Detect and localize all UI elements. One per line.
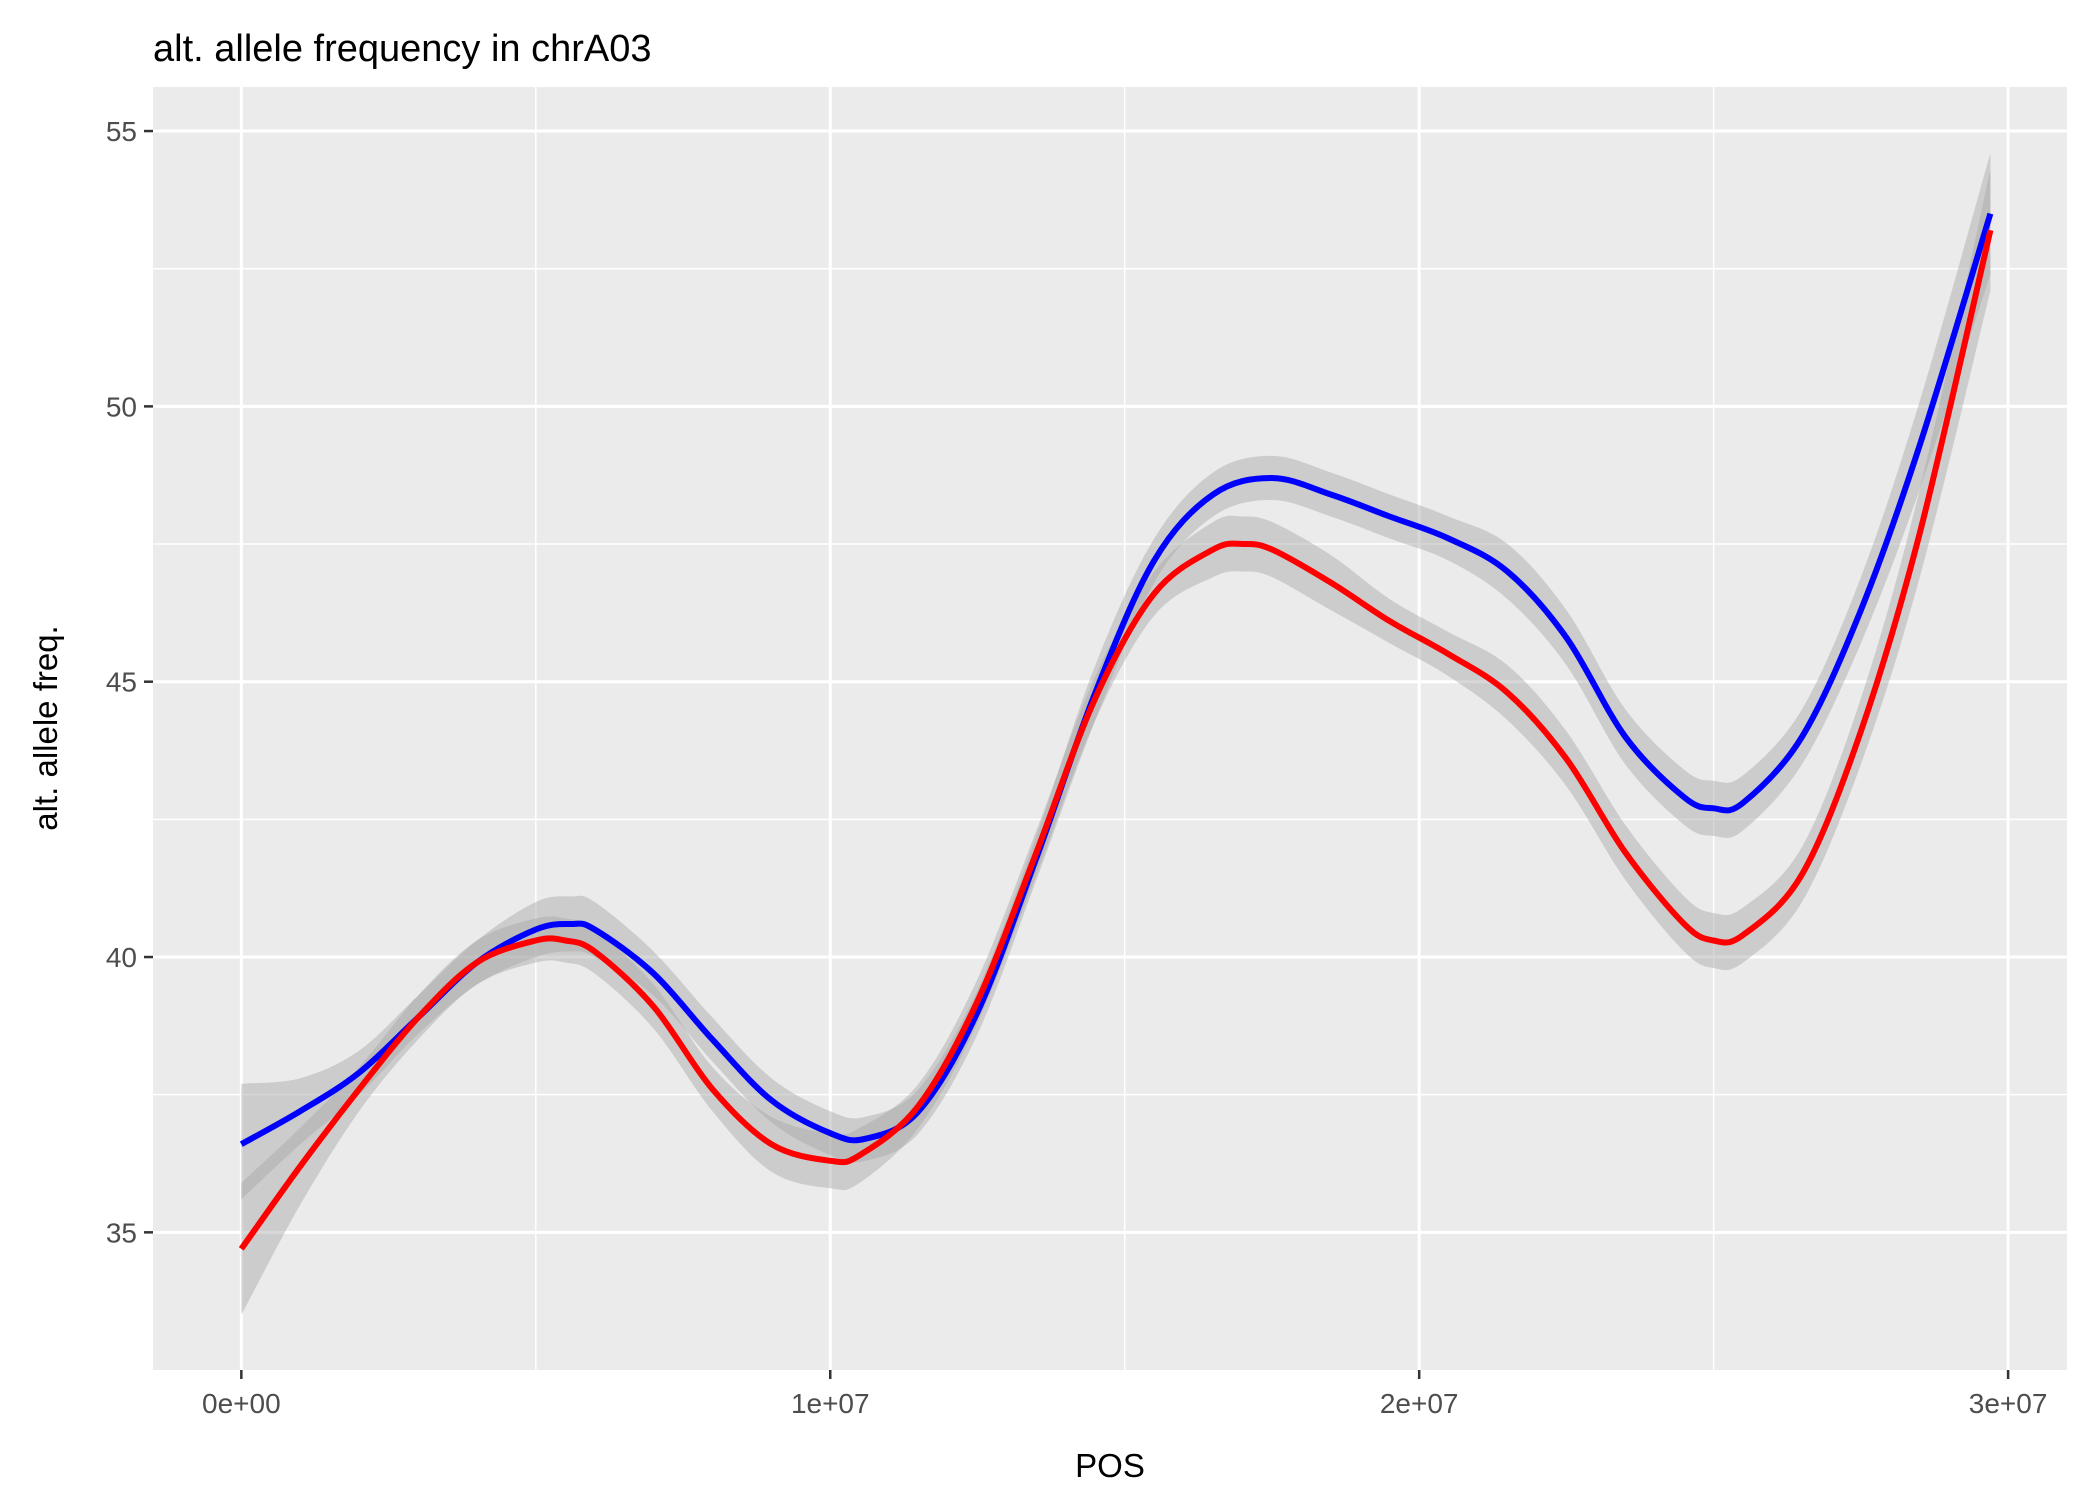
plot-panel — [153, 87, 2067, 1370]
x-axis: 0e+00 1e+07 2e+07 3e+07 — [202, 1370, 2047, 1419]
grid-major — [153, 87, 2067, 1370]
smooth-line-1 — [239, 212, 1994, 1147]
grid-minor — [153, 87, 2067, 1370]
y-tick-label: 40 — [106, 942, 137, 973]
x-tick-label: 0e+00 — [202, 1388, 281, 1419]
y-tick-label: 35 — [106, 1217, 137, 1248]
y-axis-label: alt. allele freq. — [27, 625, 64, 830]
x-tick-label: 3e+07 — [1969, 1388, 2048, 1419]
confidence-ribbons — [241, 153, 1991, 1315]
x-axis-label: POS — [1075, 1447, 1145, 1484]
confidence-ribbon-2 — [241, 169, 1991, 1315]
smooth-lines — [238, 212, 1994, 1251]
y-tick-label: 45 — [106, 667, 137, 698]
y-tick-label: 55 — [106, 116, 137, 147]
smooth-line-2 — [238, 229, 1994, 1251]
y-tick-label: 50 — [106, 391, 137, 422]
x-tick-label: 1e+07 — [791, 1388, 870, 1419]
y-axis: 35 40 45 50 55 — [106, 116, 153, 1248]
chart-title: alt. allele frequency in chrA03 — [153, 28, 652, 70]
x-tick-label: 2e+07 — [1380, 1388, 1459, 1419]
